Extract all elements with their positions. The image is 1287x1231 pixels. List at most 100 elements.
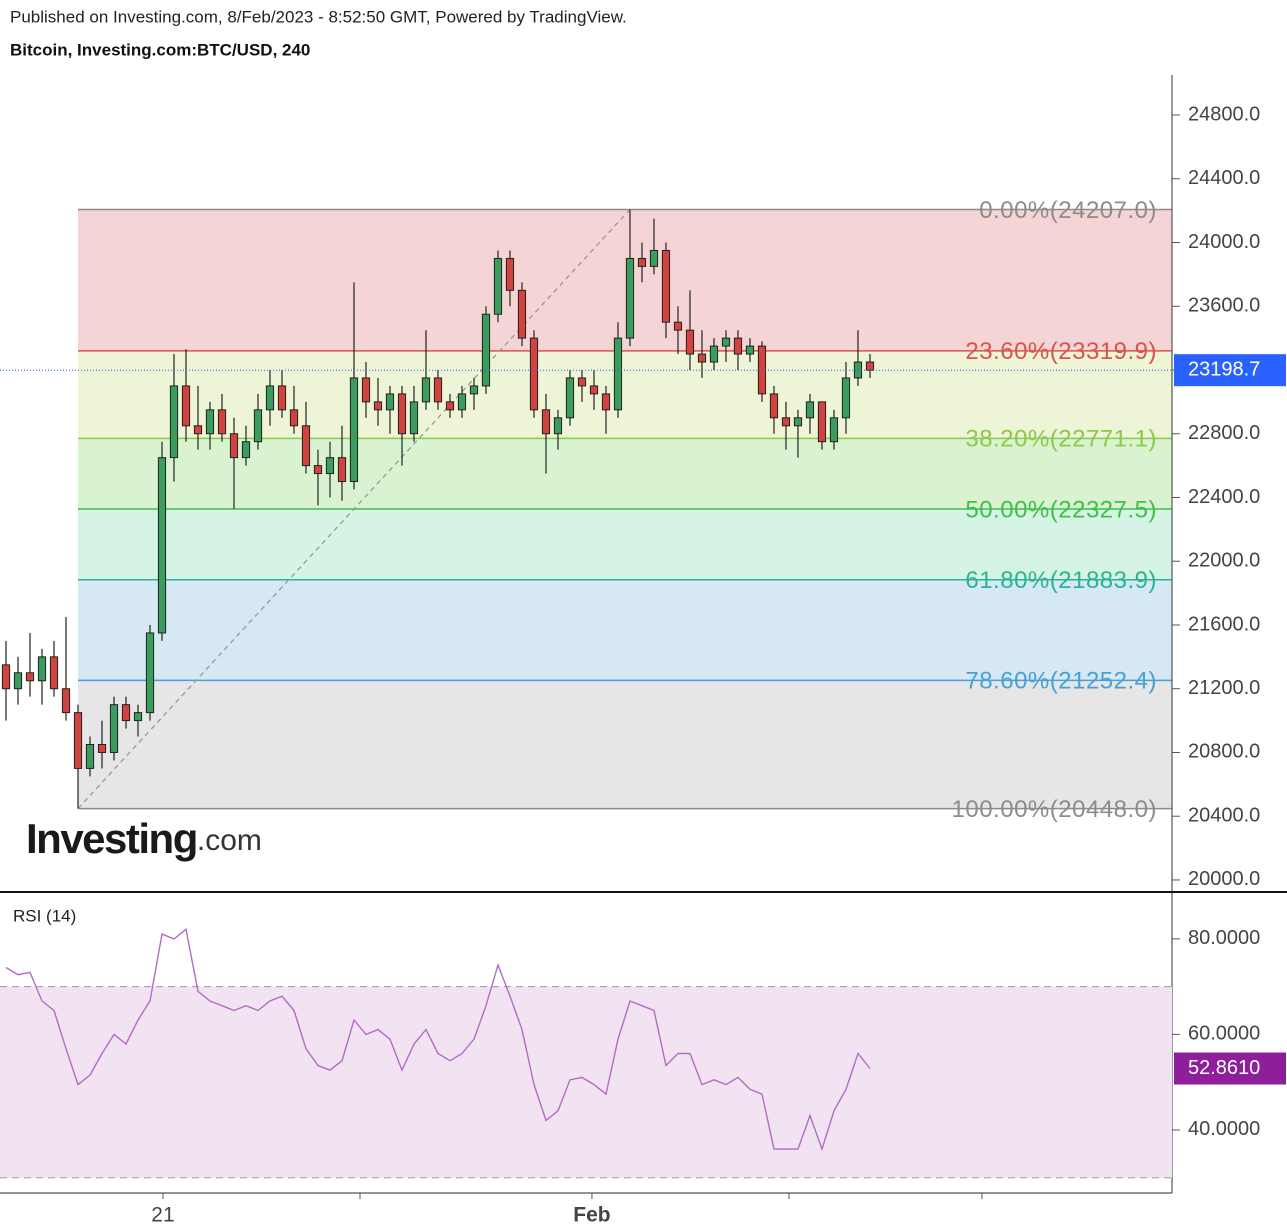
candle-body bbox=[13, 672, 23, 690]
candle-body bbox=[181, 385, 191, 427]
candle-body bbox=[73, 712, 83, 769]
candle-body bbox=[805, 401, 815, 419]
candle-body bbox=[349, 377, 359, 483]
candle-body bbox=[1, 664, 11, 690]
candle-body bbox=[61, 688, 71, 714]
fib-trend-line bbox=[77, 209, 631, 810]
candle-body bbox=[685, 329, 695, 355]
candle-body bbox=[37, 656, 47, 682]
y-tick-label: 23600.0 bbox=[1188, 295, 1260, 317]
candle-body bbox=[745, 345, 755, 355]
candle-body bbox=[373, 401, 383, 411]
fib-label: 38.20%(22771.1) bbox=[965, 426, 1157, 453]
candle-body bbox=[541, 409, 551, 435]
fib-label: 23.60%(23319.9) bbox=[965, 338, 1157, 365]
logo-suffix: .com bbox=[197, 824, 262, 857]
candle-body bbox=[457, 393, 467, 411]
fib-label: 78.60%(21252.4) bbox=[965, 668, 1157, 695]
candle-body bbox=[241, 441, 251, 459]
candle-body bbox=[733, 337, 743, 355]
candle-body bbox=[313, 465, 323, 475]
candle-body bbox=[145, 632, 155, 714]
candle-body bbox=[565, 377, 575, 419]
fib-label: 61.80%(21883.9) bbox=[965, 567, 1157, 594]
candle-body bbox=[205, 409, 215, 435]
candle-body bbox=[553, 417, 563, 435]
candle-body bbox=[709, 345, 719, 363]
fib-zone bbox=[77, 680, 1173, 809]
candle-body bbox=[289, 409, 299, 427]
candle-body bbox=[325, 457, 335, 475]
rsi-band bbox=[0, 986, 1172, 1178]
y-tick-label: 24000.0 bbox=[1188, 231, 1260, 253]
candle-body bbox=[865, 361, 875, 371]
candle-body bbox=[637, 257, 647, 267]
candle-body bbox=[85, 743, 95, 769]
candle-body bbox=[577, 377, 587, 387]
candle-body bbox=[661, 249, 671, 323]
candle-body bbox=[505, 257, 515, 291]
candle-body bbox=[481, 313, 491, 387]
candle-body bbox=[649, 249, 659, 267]
candle-body bbox=[337, 457, 347, 483]
candle-body bbox=[253, 409, 263, 443]
rsi-current-box bbox=[1174, 1052, 1286, 1085]
candle-body bbox=[601, 393, 611, 411]
y-tick-label: 24400.0 bbox=[1188, 167, 1260, 189]
candle-body bbox=[229, 433, 239, 459]
current-price-label: 23198.7 bbox=[1188, 358, 1260, 380]
fib-label: 50.00%(22327.5) bbox=[965, 496, 1157, 523]
rsi-current-label: 52.8610 bbox=[1188, 1057, 1260, 1079]
candle-body bbox=[817, 401, 827, 443]
candle-body bbox=[121, 704, 131, 722]
candle-body bbox=[25, 672, 35, 682]
candle-body bbox=[493, 257, 503, 315]
fib-label: 0.00%(24207.0) bbox=[979, 197, 1157, 224]
rsi-line bbox=[5, 928, 871, 1152]
fib-zone bbox=[77, 579, 1173, 681]
candle-body bbox=[721, 337, 731, 347]
candle-body bbox=[301, 425, 311, 467]
candle-body bbox=[841, 377, 851, 419]
candle-body bbox=[517, 289, 527, 339]
candle-body bbox=[673, 321, 683, 331]
rsi-y-tick-label: 60.0000 bbox=[1188, 1023, 1260, 1045]
logo-main: Investing bbox=[26, 815, 197, 862]
fib-label: 100.00%(20448.0) bbox=[952, 796, 1157, 823]
candle-body bbox=[169, 385, 179, 459]
fib-zone bbox=[77, 509, 1173, 580]
y-tick-label: 22800.0 bbox=[1188, 422, 1260, 444]
candle-body bbox=[277, 385, 287, 411]
candle-body bbox=[433, 377, 443, 403]
candle-body bbox=[109, 704, 119, 753]
candle-body bbox=[157, 457, 167, 634]
candle-body bbox=[97, 743, 107, 753]
y-tick-label: 20000.0 bbox=[1188, 868, 1260, 890]
current-price-box bbox=[1174, 354, 1286, 387]
candle-body bbox=[529, 337, 539, 411]
candle-body bbox=[445, 401, 455, 411]
candle-body bbox=[769, 393, 779, 419]
candle-body bbox=[781, 417, 791, 427]
rsi-label: RSI (14) bbox=[13, 906, 76, 925]
logo: Investing.com bbox=[26, 815, 262, 862]
chart-title: Bitcoin, Investing.com:BTC/USD, 240 bbox=[10, 40, 310, 59]
y-tick-label: 22000.0 bbox=[1188, 550, 1260, 572]
candle-body bbox=[385, 393, 395, 411]
fib-zone bbox=[77, 438, 1173, 510]
candle-body bbox=[265, 385, 275, 411]
candle-body bbox=[397, 393, 407, 435]
candle-body bbox=[49, 656, 59, 690]
candle-body bbox=[133, 712, 143, 722]
y-tick-label: 21600.0 bbox=[1188, 613, 1260, 635]
header: Published on Investing.com, 8/Feb/2023 -… bbox=[10, 7, 627, 26]
y-tick-label: 20400.0 bbox=[1188, 804, 1260, 826]
fib-zone bbox=[77, 209, 1173, 351]
candle-body bbox=[625, 257, 635, 339]
rsi-y-tick-label: 80.0000 bbox=[1188, 927, 1260, 949]
x-tick-label: 21 bbox=[151, 1204, 174, 1227]
candle-body bbox=[469, 385, 479, 395]
candle-body bbox=[613, 337, 623, 411]
candle-body bbox=[193, 425, 203, 435]
